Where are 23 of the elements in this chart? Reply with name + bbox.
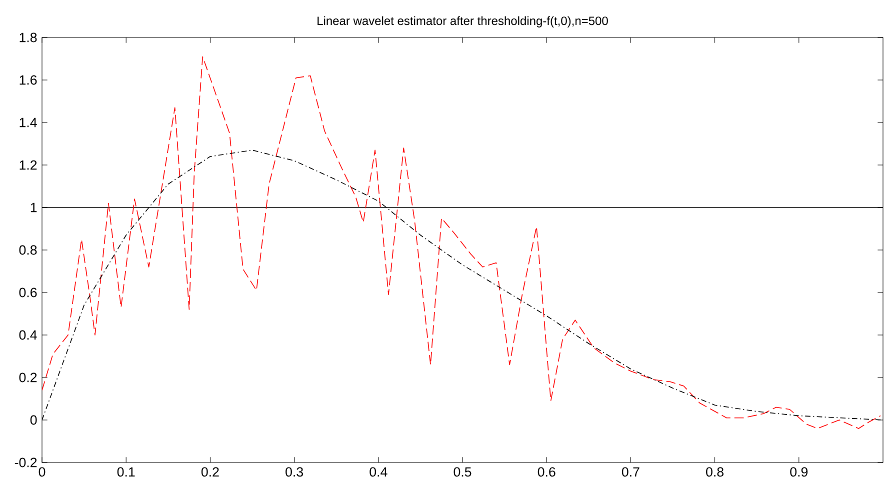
y-tick-label: 1.4 xyxy=(20,118,37,128)
x-tick-label: 0.5 xyxy=(454,467,472,477)
y-tick-label: 1 xyxy=(30,202,37,212)
x-tick-label: 0.9 xyxy=(790,467,808,477)
x-tick-label: 0.8 xyxy=(706,467,724,477)
y-tick-label: 0 xyxy=(30,415,37,425)
y-tick-label: 1.6 xyxy=(20,75,37,85)
x-tick-label: 0.3 xyxy=(286,467,303,477)
y-tick-label: -0.2 xyxy=(14,458,37,468)
y-tick-label: 1.2 xyxy=(20,160,37,170)
line-series xyxy=(42,56,881,429)
x-tick-label: 0.7 xyxy=(622,467,640,477)
x-tick-label: 0 xyxy=(38,467,46,477)
x-tick-label: 0.1 xyxy=(117,467,135,477)
chart-title: Linear wavelet estimator after thresholding-f(t,0),n=500 xyxy=(318,16,608,28)
y-tick-label: 0.4 xyxy=(19,330,37,340)
x-tick-label: 0.4 xyxy=(370,467,388,477)
y-tick-label: 0.2 xyxy=(19,372,37,382)
x-tick-label: 0.6 xyxy=(538,467,556,477)
y-tick-label: 0.6 xyxy=(19,288,37,298)
y-tick-label: 1.8 xyxy=(20,32,37,42)
y-tick-label: 0.8 xyxy=(19,245,37,255)
x-tick-label: 0.2 xyxy=(201,467,219,477)
